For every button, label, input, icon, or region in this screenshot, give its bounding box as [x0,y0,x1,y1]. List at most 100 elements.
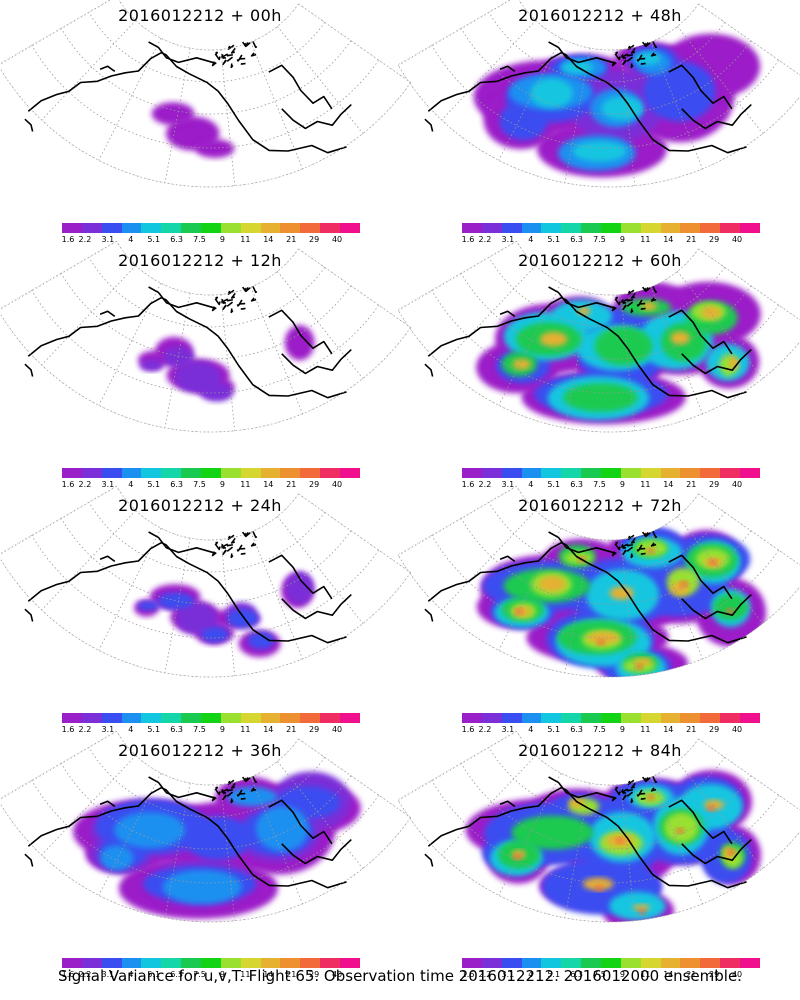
variance-region [646,794,655,801]
variance-region [638,908,647,915]
variance-region [707,805,715,812]
colorbar-swatch [280,223,301,233]
variance-region [595,885,604,892]
variance-region [158,593,195,609]
colorbar-tick-label: 7.5 [193,725,206,734]
colorbar-tick-label: 2.2 [78,480,92,489]
colorbar-swatch [141,713,162,723]
variance-region [601,96,644,121]
colorbar-swatch [462,223,482,233]
colorbar-tick-label: 14 [263,480,274,489]
colorbar-tick-label: 14 [663,725,674,734]
colorbar-swatch [720,713,741,723]
colorbar-tick-label: 1.6 [461,725,475,734]
colorbar-swatch [680,223,701,233]
colorbar-swatch [161,468,182,478]
colorbar-tick-label: 3.1 [501,480,515,489]
colorbar-tick-label: 3.1 [101,725,115,734]
colorbar-swatch [541,223,562,233]
variance-region [227,609,259,628]
map-panel: 2016012212 + 84h 1.6 2.2 3.1 4 5.1 6.3 7.5 9 11 14… [397,730,800,980]
colorbar-swatch [181,958,202,968]
variance-field [473,33,761,178]
colorbar-swatch [620,958,641,968]
colorbar-tick-label: 1.6 [61,480,75,489]
colorbar-labels: 1.6 2.2 3.1 4 5.1 6.3 7.5 9 11 14 21 29 40 [62,725,360,735]
colorbar-swatch [81,958,102,968]
colorbar-tick-label: 40 [731,970,743,979]
colorbar-tick-label: 40 [731,235,743,244]
colorbar-swatch [660,468,681,478]
colorbar-tick-label: 7.5 [193,970,206,979]
colorbar-labels: 1.6 2.2 3.1 4 5.1 6.3 7.5 9 11 14 21 29 40 [62,235,360,245]
colorbar-tick-label: 29 [709,235,720,244]
colorbar-swatch [680,713,701,723]
colorbar-tick-label: 2.2 [78,970,92,979]
colorbar-swatch [181,223,202,233]
colorbar-swatch [601,713,621,723]
colorbar-tick-label: 4 [128,725,134,734]
colorbar-swatch [280,468,301,478]
colorbar-tick-label: 40 [731,725,743,734]
colorbar-swatch [260,713,281,723]
colorbar-swatch [340,713,360,723]
variance-region [616,837,625,844]
colorbar-tick-label: 5.1 [147,480,161,489]
colorbar-swatch [462,468,482,478]
colorbar-tick-label: 11 [240,970,251,979]
colorbar-swatch [462,713,482,723]
colorbar-swatch [101,713,122,723]
colorbar-swatch [260,958,281,968]
colorbar-tick-label: 14 [263,725,274,734]
colorbar-tick-label: 29 [709,480,720,489]
colorbar-tick-label: 3.1 [101,970,115,979]
colorbar-swatch [62,958,82,968]
colorbar-swatch [640,468,661,478]
colorbar-swatch [501,468,522,478]
colorbar-tick-label: 7.5 [593,235,606,244]
colorbar-swatch [62,468,82,478]
variance-field [476,281,761,425]
colorbar-swatch [201,468,221,478]
variance-field [138,325,315,402]
colorbar-tick-label: 6.3 [170,725,183,734]
coastlines [424,41,752,154]
colorbar-tick-label: 21 [686,970,697,979]
panel-title: 2016012212 + 24h [118,496,282,515]
colorbar-tick-label: 6.3 [170,235,183,244]
panel-title: 2016012212 + 48h [518,6,682,25]
colorbar-tick-label: 11 [640,970,651,979]
colorbar-tick-label: 6.3 [570,235,583,244]
colorbar-swatch [700,958,721,968]
variance-region [512,358,531,370]
colorbar-tick-label: 3.1 [101,480,115,489]
colorbar-swatch [660,958,681,968]
colorbar-swatch [541,468,562,478]
colorbar-swatch [601,223,621,233]
colorbar-tick-label: 3.1 [501,235,515,244]
map-panel: 2016012212 + 60h 1.6 2.2 3.1 4 5.1 6.3 7.5 9 11 14… [397,240,800,490]
variance-region [664,812,699,843]
colorbar-swatch [620,223,641,233]
colorbar [62,713,360,723]
colorbar-swatch [640,223,661,233]
colorbar-tick-label: 5.1 [547,970,561,979]
colorbar-tick-label: 29 [309,725,320,734]
variance-region [701,306,722,320]
colorbar-tick-label: 5.1 [547,480,561,489]
panel-title: 2016012212 + 00h [118,6,282,25]
colorbar-swatch [541,713,562,723]
colorbar-tick-label: 29 [309,235,320,244]
colorbar-tick-label: 6.3 [570,725,583,734]
colorbar-tick-label: 11 [240,725,251,734]
colorbar-swatch [141,958,162,968]
colorbar-labels: 1.6 2.2 3.1 4 5.1 6.3 7.5 9 11 14 21 29 40 [62,480,360,490]
colorbar-swatch [141,223,162,233]
variance-region [572,141,627,162]
colorbar-tick-label: 14 [263,970,274,979]
colorbar-swatch [720,958,741,968]
colorbar-swatch [320,713,341,723]
colorbar-labels: 1.6 2.2 3.1 4 5.1 6.3 7.5 9 11 14 21 29 40 [62,970,360,980]
variance-region [633,657,653,666]
panel-title: 2016012212 + 60h [518,251,682,270]
